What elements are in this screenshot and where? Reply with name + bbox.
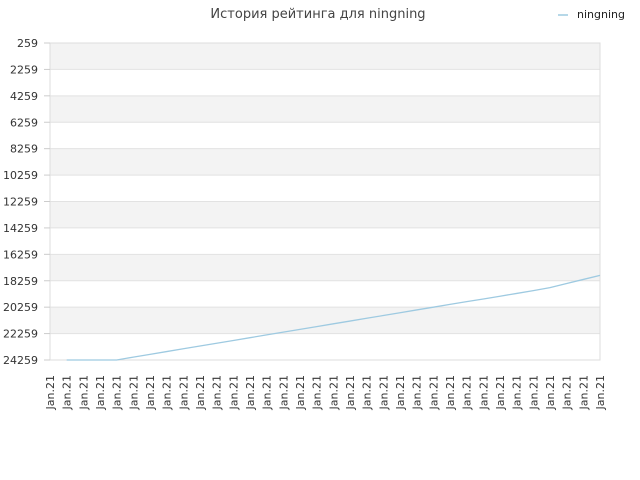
y-tick-label: 4259 (10, 90, 38, 103)
y-tick-label: 20259 (3, 301, 38, 314)
y-tick-label: 14259 (3, 222, 38, 235)
y-tick-label: 6259 (10, 116, 38, 129)
x-tick-label: Jan.21 (327, 375, 340, 410)
plot-band (50, 201, 600, 228)
x-tick-label: Jan.21 (544, 375, 557, 410)
y-tick-label: 8259 (10, 143, 38, 156)
plot-band (50, 95, 600, 123)
x-tick-label: Jan.21 (361, 375, 374, 410)
x-tick-label: Jan.21 (144, 375, 157, 410)
x-tick-label: Jan.21 (444, 375, 457, 410)
x-tick-label: Jan.21 (411, 375, 424, 410)
x-tick-label: Jan.21 (494, 375, 507, 410)
plot-band (50, 254, 600, 281)
x-tick-label: Jan.21 (344, 375, 357, 410)
y-tick-label: 16259 (3, 248, 38, 261)
plot-band (50, 175, 600, 202)
x-tick-label: Jan.21 (477, 375, 490, 410)
y-tick-label: 12259 (3, 196, 38, 209)
y-tick-label: 18259 (3, 275, 38, 288)
x-tick-label: Jan.21 (194, 375, 207, 410)
x-tick-label: Jan.21 (77, 375, 90, 410)
y-tick-label: 2259 (10, 63, 38, 76)
x-tick-label: Jan.21 (261, 375, 274, 410)
x-tick-label: Jan.21 (394, 375, 407, 410)
series-line-ningning[interactable] (66, 274, 601, 361)
plot-band (50, 69, 600, 96)
x-tick-label: Jan.21 (61, 375, 74, 410)
x-tick-label: Jan.21 (94, 375, 107, 410)
x-tick-label: Jan.21 (577, 375, 590, 410)
plot-band (50, 122, 600, 149)
y-tick-label: 10259 (3, 169, 38, 182)
x-tick-label: Jan.21 (177, 375, 190, 410)
y-tick-label: 259 (17, 37, 38, 50)
x-tick-label: Jan.21 (127, 375, 140, 410)
x-tick-label: Jan.21 (111, 375, 124, 410)
x-tick-label: Jan.21 (311, 375, 324, 410)
plot-band (50, 280, 600, 308)
x-tick-label: Jan.21 (294, 375, 307, 410)
x-tick-label: Jan.21 (461, 375, 474, 410)
chart-title: История рейтинга для ningning (210, 7, 425, 22)
x-tick-label: Jan.21 (377, 375, 390, 410)
x-tick-label: Jan.21 (277, 375, 290, 410)
x-tick-label: Jan.21 (227, 375, 240, 410)
x-tick-label: Jan.21 (561, 375, 574, 410)
legend[interactable]: ningning (558, 8, 625, 21)
x-tick-label: Jan.21 (244, 375, 257, 410)
x-tick-label: Jan.21 (511, 375, 524, 410)
x-tick-label: Jan.21 (527, 375, 540, 410)
legend-label-ningning: ningning (577, 8, 625, 21)
y-tick-label: 24259 (3, 354, 38, 367)
y-tick-label: 22259 (3, 328, 38, 341)
x-tick-label: Jan.21 (594, 375, 607, 410)
plot-band (50, 333, 600, 360)
plot-band (50, 227, 600, 255)
x-tick-label: Jan.21 (427, 375, 440, 410)
x-tick-label: Jan.21 (161, 375, 174, 410)
plot-band (50, 148, 600, 176)
x-tick-label: Jan.21 (44, 375, 57, 410)
x-tick-label: Jan.21 (211, 375, 224, 410)
plot-band (50, 307, 600, 334)
plot-band (50, 43, 600, 70)
